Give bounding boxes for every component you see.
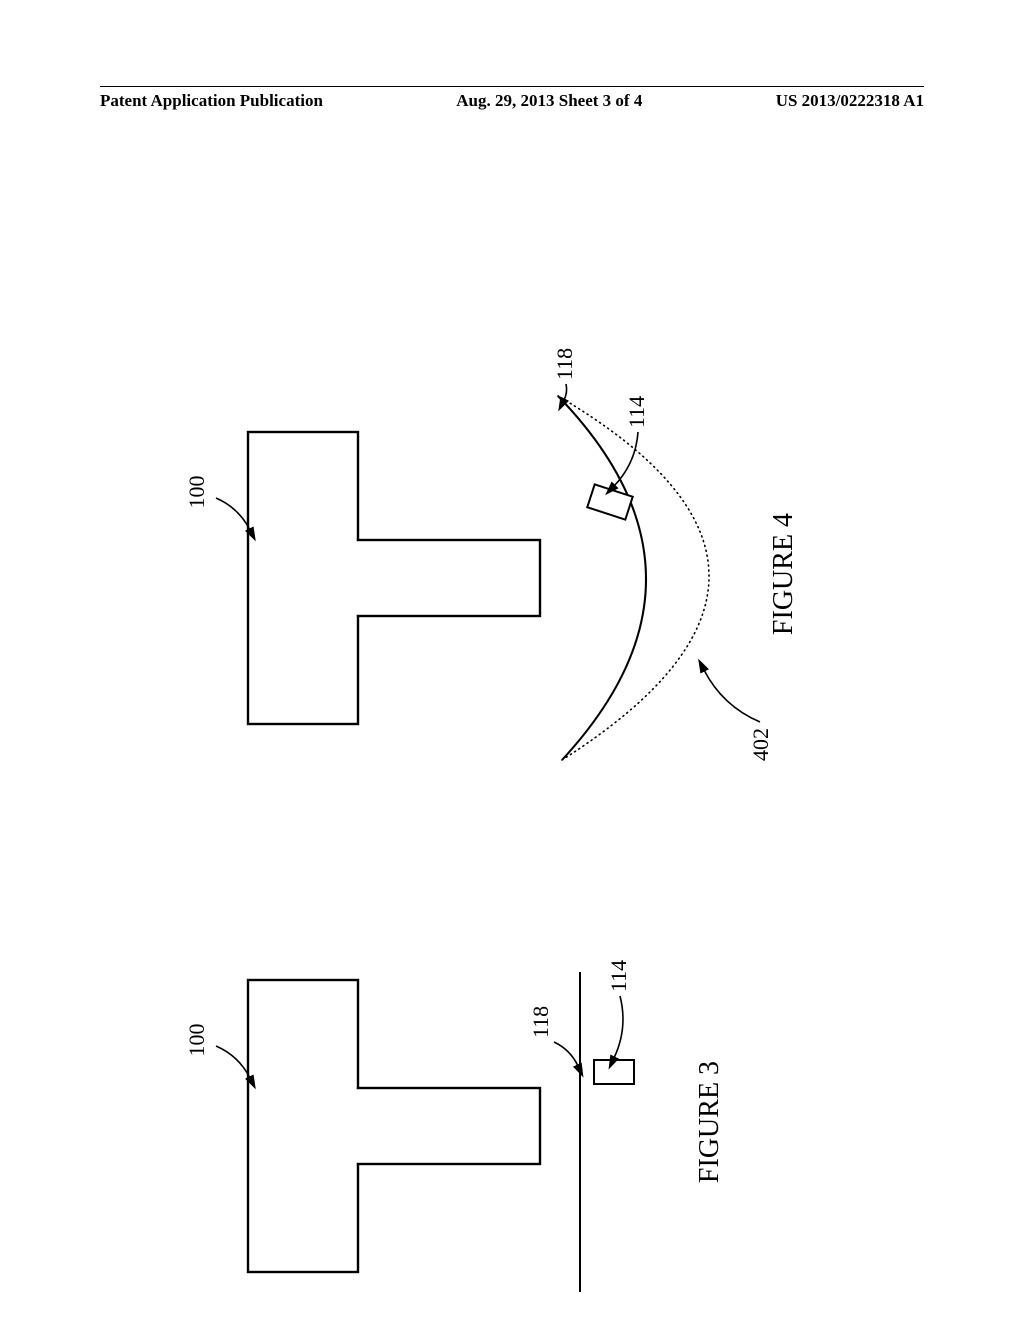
- page-header: Patent Application Publication Aug. 29, …: [100, 86, 924, 111]
- patent-diagram-svg: 100 FIGURE 3 118 114 100 FIGURE 4 118 114 402: [0, 140, 1024, 1300]
- svg-text:402: 402: [748, 728, 773, 761]
- svg-text:118: 118: [528, 1006, 553, 1038]
- svg-text:114: 114: [624, 396, 649, 428]
- svg-text:FIGURE 3: FIGURE 3: [694, 1061, 725, 1183]
- svg-text:100: 100: [184, 476, 209, 509]
- svg-text:114: 114: [606, 960, 631, 992]
- svg-text:FIGURE 4: FIGURE 4: [768, 513, 799, 635]
- header-left: Patent Application Publication: [100, 91, 323, 111]
- drawing-stage: 100 FIGURE 3 118 114 100 FIGURE 4 118 114 402: [0, 140, 1024, 1300]
- svg-text:100: 100: [184, 1024, 209, 1057]
- header-center: Aug. 29, 2013 Sheet 3 of 4: [456, 91, 642, 111]
- svg-text:118: 118: [552, 348, 577, 380]
- figure-4: 100 FIGURE 4 118 114 402: [184, 348, 799, 761]
- header-right: US 2013/0222318 A1: [776, 91, 924, 111]
- figure-3: 100 FIGURE 3 118 114: [184, 960, 725, 1292]
